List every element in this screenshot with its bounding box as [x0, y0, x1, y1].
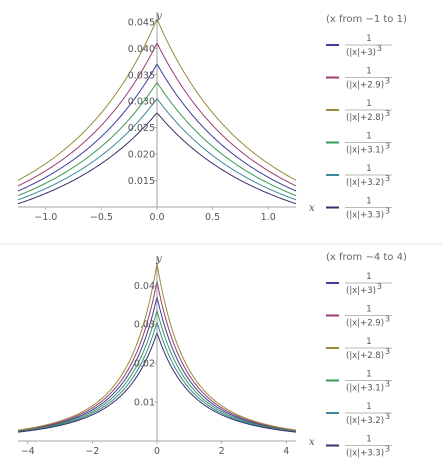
legend-exponent: 3 [385, 142, 390, 151]
legend-denominator: (|x|+2.9) [346, 319, 384, 329]
x-tick-label: −0.5 [90, 212, 113, 223]
legend-numerator: 1 [366, 305, 371, 315]
legend-exponent: 3 [385, 174, 390, 183]
legend-exponent: 3 [385, 412, 390, 421]
x-tick-label: −2 [85, 446, 99, 457]
legend-range-label: (x from −1 to 1) [326, 14, 407, 25]
legend-numerator: 1 [366, 337, 371, 347]
legend-entry-2: 1 (|x|+2.8) 3 [326, 99, 392, 123]
legend-denominator: (|x|+3.2) [346, 178, 384, 188]
y-tick-label: 0.040 [128, 44, 155, 55]
y-tick-label: 0.03 [134, 320, 155, 331]
y-tick-label: 0.025 [128, 123, 155, 134]
legend-exponent: 3 [385, 77, 390, 86]
x-tick-label: 2 [219, 446, 225, 457]
legend-exponent: 3 [385, 445, 390, 454]
legend-entry-5: 1 (|x|+3.3) 3 [326, 435, 392, 459]
legend-entry-0: 1 (|x|+3) 3 [326, 272, 392, 296]
chart-x-from-minus1-to-1: −1.0 −0.5 0.0 0.5 1.0 0.015 0.020 0.025 0.030 0.0… [17, 11, 407, 223]
legend-exponent: 3 [385, 315, 390, 324]
x-tick-label: −4 [21, 446, 35, 457]
legend-numerator: 1 [366, 34, 371, 44]
y-tick-label: 0.045 [128, 17, 155, 28]
y-tick-label: 0.01 [134, 398, 155, 409]
legend-denominator: (|x|+3) [346, 48, 376, 58]
legend-denominator: (|x|+3.3) [346, 211, 384, 221]
x-tick-label: 0.5 [205, 212, 220, 223]
y-tick-label: 0.035 [128, 70, 155, 81]
legend-denominator: (|x|+2.8) [346, 113, 384, 123]
legend-exponent: 3 [385, 109, 390, 118]
legend-denominator: (|x|+2.9) [346, 81, 384, 91]
y-tick-label: 0.04 [134, 281, 155, 292]
legend-numerator: 1 [366, 435, 371, 445]
legend-denominator: (|x|+3.1) [346, 384, 384, 394]
legend-numerator: 1 [366, 370, 371, 380]
x-tick-label: 4 [283, 446, 289, 457]
y-tick-label: 0.020 [128, 150, 155, 161]
legend-exponent: 3 [385, 347, 390, 356]
x-axis-label: x [309, 203, 315, 214]
legend-denominator: (|x|+3) [346, 286, 376, 296]
legend-denominator: (|x|+3.3) [346, 449, 384, 459]
legend-denominator: (|x|+2.8) [346, 351, 384, 361]
legend-numerator: 1 [366, 197, 371, 207]
y-tick-label: 0.02 [134, 359, 155, 370]
x-tick-label: 1.0 [261, 212, 276, 223]
legend-entry-1: 1 (|x|+2.9) 3 [326, 305, 392, 329]
legend-exponent: 3 [385, 380, 390, 389]
legend-entry-4: 1 (|x|+3.2) 3 [326, 164, 392, 188]
y-tick-label: 0.030 [128, 97, 155, 108]
chart-x-from-minus4-to-4: −4 −2 0 2 4 0.01 0.02 0.03 0.04 y x (x from −4 to 4… [17, 252, 407, 459]
legend-entry-3: 1 (|x|+3.1) 3 [326, 370, 392, 394]
y-axis-label: y [155, 11, 162, 22]
legend-entry-2: 1 (|x|+2.8) 3 [326, 337, 392, 361]
legend-exponent: 3 [377, 282, 382, 291]
legend-range-label: (x from −4 to 4) [326, 252, 407, 263]
legend-exponent: 3 [385, 207, 390, 216]
legend-entry-3: 1 (|x|+3.1) 3 [326, 132, 392, 156]
legend-numerator: 1 [366, 67, 371, 77]
legend-exponent: 3 [377, 44, 382, 53]
legend-entry-1: 1 (|x|+2.9) 3 [326, 67, 392, 91]
legend-numerator: 1 [366, 272, 371, 282]
legend-entry-0: 1 (|x|+3) 3 [326, 34, 392, 58]
x-tick-label: 0.0 [149, 212, 164, 223]
y-tick-label: 0.015 [128, 176, 155, 187]
legend-numerator: 1 [366, 132, 371, 142]
legend-entry-5: 1 (|x|+3.3) 3 [326, 197, 392, 221]
legend-denominator: (|x|+3.1) [346, 146, 384, 156]
x-tick-label: 0 [154, 446, 160, 457]
legend-numerator: 1 [366, 164, 371, 174]
x-tick-label: −1.0 [34, 212, 57, 223]
legend-numerator: 1 [366, 402, 371, 412]
legend-numerator: 1 [366, 99, 371, 109]
legend-entry-4: 1 (|x|+3.2) 3 [326, 402, 392, 426]
x-axis-label: x [309, 437, 315, 448]
legend-denominator: (|x|+3.2) [346, 416, 384, 426]
y-axis-label: y [155, 254, 162, 265]
